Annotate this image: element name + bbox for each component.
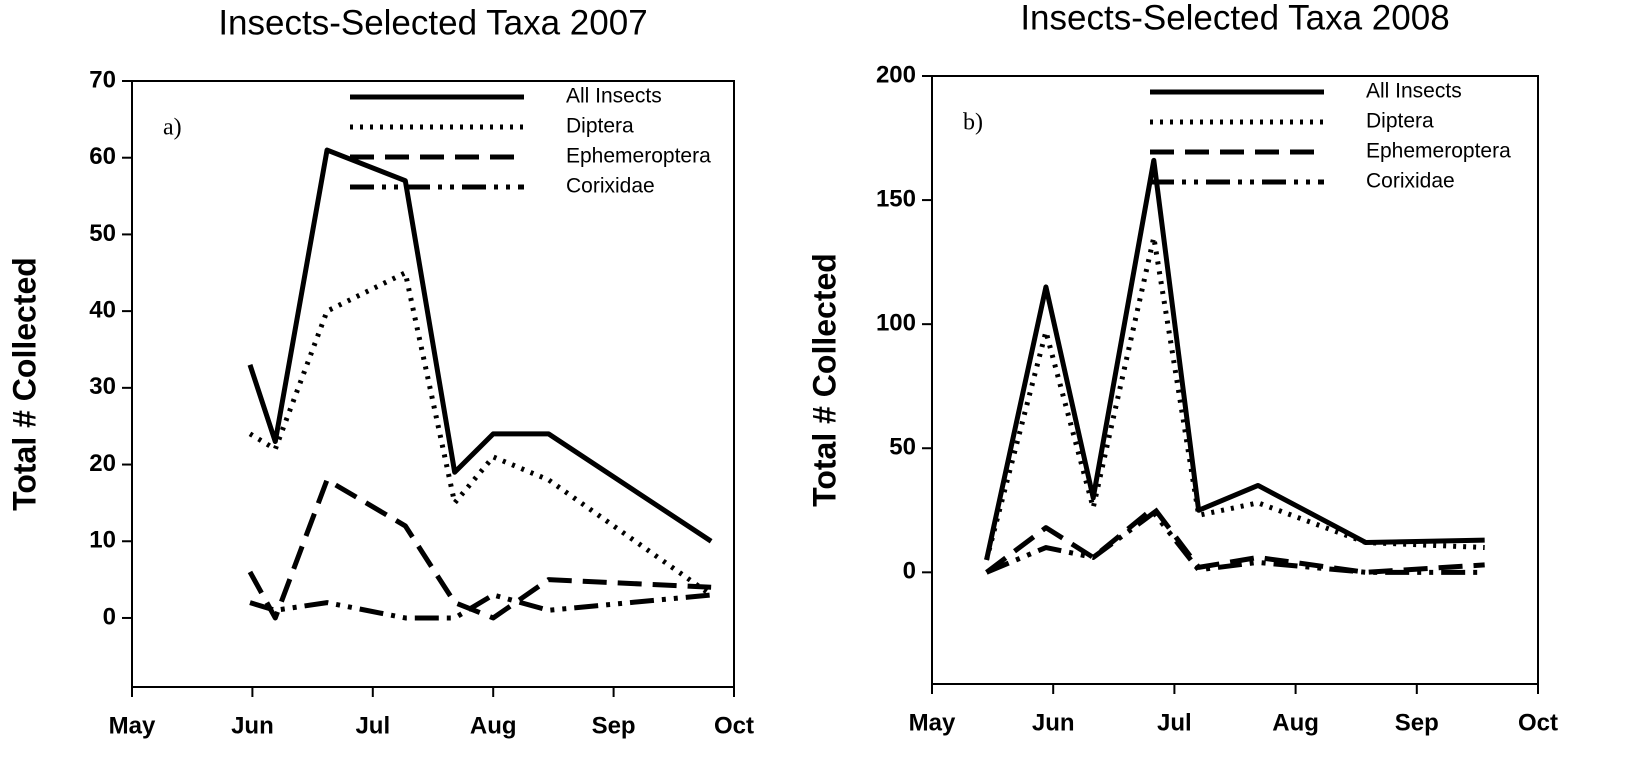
- plot-frame: [931, 75, 1539, 685]
- plot-frame: [131, 80, 735, 688]
- legend-label: Ephemeroptera: [1366, 140, 1511, 163]
- series-line: [247, 477, 712, 621]
- x-tick-label: Aug: [1272, 709, 1319, 736]
- legend-label: Corixidae: [566, 175, 655, 198]
- y-axis-label: Total # Collected: [806, 253, 842, 507]
- y-tick-label: 50: [89, 220, 116, 247]
- y-tick-label: 70: [89, 66, 116, 93]
- x-tick-label: Oct: [1518, 709, 1558, 736]
- x-tick-label: Sep: [592, 712, 636, 739]
- panel-label: b): [963, 110, 983, 136]
- x-tick-label: Jul: [1157, 709, 1192, 736]
- chart-title: Insects-Selected Taxa 2007: [218, 3, 647, 42]
- legend-label: All Insects: [1366, 80, 1462, 103]
- series-line: [247, 147, 713, 544]
- y-tick-label: 10: [89, 527, 116, 554]
- x-tick-label: Sep: [1395, 709, 1439, 736]
- legend-label: Corixidae: [1366, 170, 1455, 193]
- x-tick-label: Jun: [231, 712, 274, 739]
- x-tick-label: Jul: [355, 712, 390, 739]
- series-line: [249, 592, 712, 621]
- legend-label: All Insects: [566, 85, 662, 108]
- y-tick-label: 0: [103, 603, 116, 630]
- y-tick-label: 20: [89, 450, 116, 477]
- legend-label: Ephemeroptera: [566, 145, 711, 168]
- y-tick-label: 150: [876, 185, 916, 212]
- series-line: [248, 270, 713, 597]
- legend-label: Diptera: [566, 115, 634, 138]
- y-tick-label: 100: [876, 310, 916, 337]
- y-tick-label: 50: [889, 434, 916, 461]
- legend-label: Diptera: [1366, 110, 1434, 133]
- y-tick-label: 0: [903, 558, 916, 585]
- series-line: [985, 510, 1485, 575]
- chart-title: Insects-Selected Taxa 2008: [1020, 0, 1449, 37]
- x-tick-label: May: [109, 712, 156, 739]
- y-tick-label: 30: [89, 373, 116, 400]
- y-tick-label: 200: [876, 61, 916, 88]
- y-axis-label: Total # Collected: [6, 257, 42, 511]
- y-tick-label: 40: [89, 296, 116, 323]
- y-tick-label: 60: [89, 143, 116, 170]
- x-tick-label: Aug: [470, 712, 517, 739]
- x-tick-label: Oct: [714, 712, 754, 739]
- series-line: [984, 234, 1485, 561]
- series-line: [984, 157, 1485, 561]
- x-tick-label: Jun: [1032, 709, 1075, 736]
- panel-label: a): [163, 115, 182, 141]
- x-tick-label: May: [909, 709, 956, 736]
